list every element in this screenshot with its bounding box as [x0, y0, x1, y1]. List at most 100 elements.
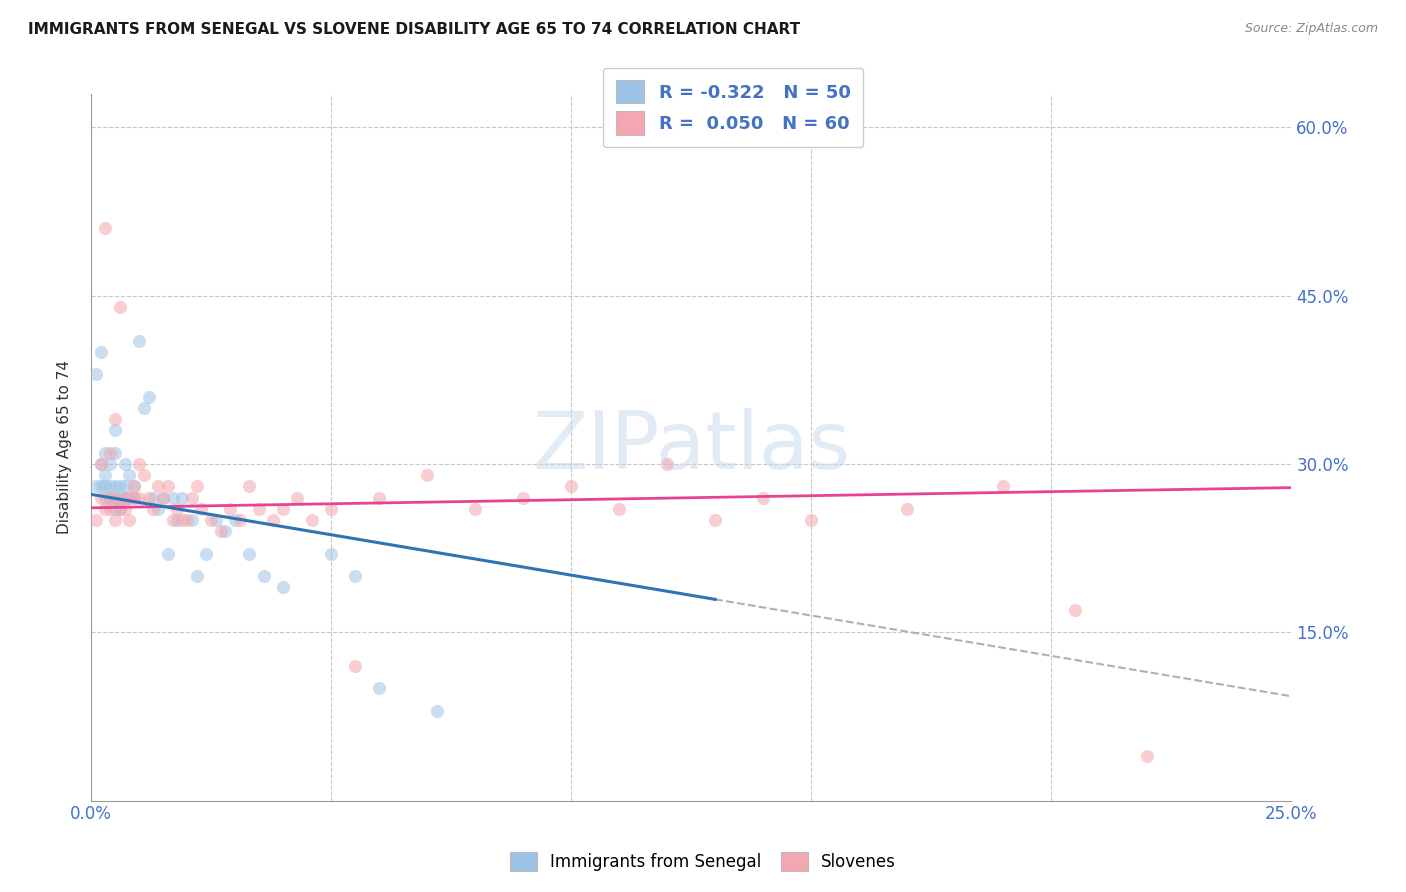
- Legend: Immigrants from Senegal, Slovenes: Immigrants from Senegal, Slovenes: [502, 843, 904, 880]
- Text: IMMIGRANTS FROM SENEGAL VS SLOVENE DISABILITY AGE 65 TO 74 CORRELATION CHART: IMMIGRANTS FROM SENEGAL VS SLOVENE DISAB…: [28, 22, 800, 37]
- Point: [104, 513, 127, 527]
- Point: [464, 502, 486, 516]
- Point: [104, 491, 127, 505]
- Point: [104, 491, 127, 505]
- Point: [186, 479, 208, 493]
- Point: [152, 491, 174, 505]
- Point: [138, 390, 160, 404]
- Point: [118, 491, 141, 505]
- Point: [90, 479, 112, 493]
- Point: [512, 491, 534, 505]
- Point: [166, 513, 188, 527]
- Point: [104, 479, 127, 493]
- Point: [128, 457, 150, 471]
- Point: [800, 513, 823, 527]
- Point: [214, 524, 236, 539]
- Point: [118, 468, 141, 483]
- Point: [209, 524, 232, 539]
- Point: [114, 491, 136, 505]
- Point: [247, 502, 270, 516]
- Point: [368, 681, 391, 696]
- Point: [104, 412, 127, 426]
- Point: [104, 424, 127, 438]
- Point: [108, 502, 131, 516]
- Point: [172, 491, 194, 505]
- Point: [122, 491, 145, 505]
- Point: [162, 491, 184, 505]
- Point: [224, 513, 246, 527]
- Point: [142, 502, 165, 516]
- Point: [114, 491, 136, 505]
- Point: [90, 457, 112, 471]
- Point: [368, 491, 391, 505]
- Text: Source: ZipAtlas.com: Source: ZipAtlas.com: [1244, 22, 1378, 36]
- Point: [238, 547, 260, 561]
- Point: [94, 221, 117, 235]
- Point: [132, 468, 155, 483]
- Point: [84, 368, 107, 382]
- Point: [90, 344, 112, 359]
- Point: [180, 513, 202, 527]
- Point: [426, 704, 449, 718]
- Point: [98, 446, 121, 460]
- Point: [186, 569, 208, 583]
- Point: [301, 513, 323, 527]
- Point: [128, 334, 150, 348]
- Point: [156, 547, 179, 561]
- Point: [607, 502, 630, 516]
- Point: [344, 569, 367, 583]
- Point: [271, 581, 294, 595]
- Point: [94, 446, 117, 460]
- Point: [146, 502, 169, 516]
- Point: [118, 491, 141, 505]
- Point: [98, 479, 121, 493]
- Point: [98, 491, 121, 505]
- Point: [1136, 748, 1159, 763]
- Point: [94, 491, 117, 505]
- Point: [114, 479, 136, 493]
- Point: [108, 479, 131, 493]
- Text: ZIPatlas: ZIPatlas: [531, 409, 851, 486]
- Point: [122, 479, 145, 493]
- Point: [146, 479, 169, 493]
- Point: [94, 468, 117, 483]
- Point: [108, 502, 131, 516]
- Point: [138, 491, 160, 505]
- Point: [98, 502, 121, 516]
- Point: [229, 513, 252, 527]
- Point: [108, 300, 131, 314]
- Point: [204, 513, 226, 527]
- Point: [108, 491, 131, 505]
- Point: [219, 502, 242, 516]
- Y-axis label: Disability Age 65 to 74: Disability Age 65 to 74: [58, 360, 72, 534]
- Point: [114, 502, 136, 516]
- Point: [896, 502, 918, 516]
- Point: [195, 547, 218, 561]
- Point: [172, 513, 194, 527]
- Legend: R = -0.322   N = 50, R =  0.050   N = 60: R = -0.322 N = 50, R = 0.050 N = 60: [603, 68, 863, 147]
- Point: [176, 513, 198, 527]
- Point: [993, 479, 1015, 493]
- Point: [98, 491, 121, 505]
- Point: [128, 491, 150, 505]
- Point: [1064, 603, 1087, 617]
- Point: [262, 513, 284, 527]
- Point: [162, 513, 184, 527]
- Point: [104, 502, 127, 516]
- Point: [104, 446, 127, 460]
- Point: [657, 457, 679, 471]
- Point: [122, 479, 145, 493]
- Point: [319, 502, 342, 516]
- Point: [166, 502, 188, 516]
- Point: [752, 491, 775, 505]
- Point: [142, 491, 165, 505]
- Point: [152, 491, 174, 505]
- Point: [156, 479, 179, 493]
- Point: [319, 547, 342, 561]
- Point: [84, 513, 107, 527]
- Point: [118, 513, 141, 527]
- Point: [238, 479, 260, 493]
- Point: [190, 502, 212, 516]
- Point: [560, 479, 582, 493]
- Point: [114, 457, 136, 471]
